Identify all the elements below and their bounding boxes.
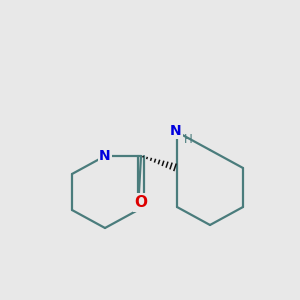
- Text: O: O: [134, 195, 148, 210]
- Text: N: N: [170, 124, 181, 137]
- Text: H: H: [184, 133, 193, 146]
- Text: N: N: [99, 149, 111, 163]
